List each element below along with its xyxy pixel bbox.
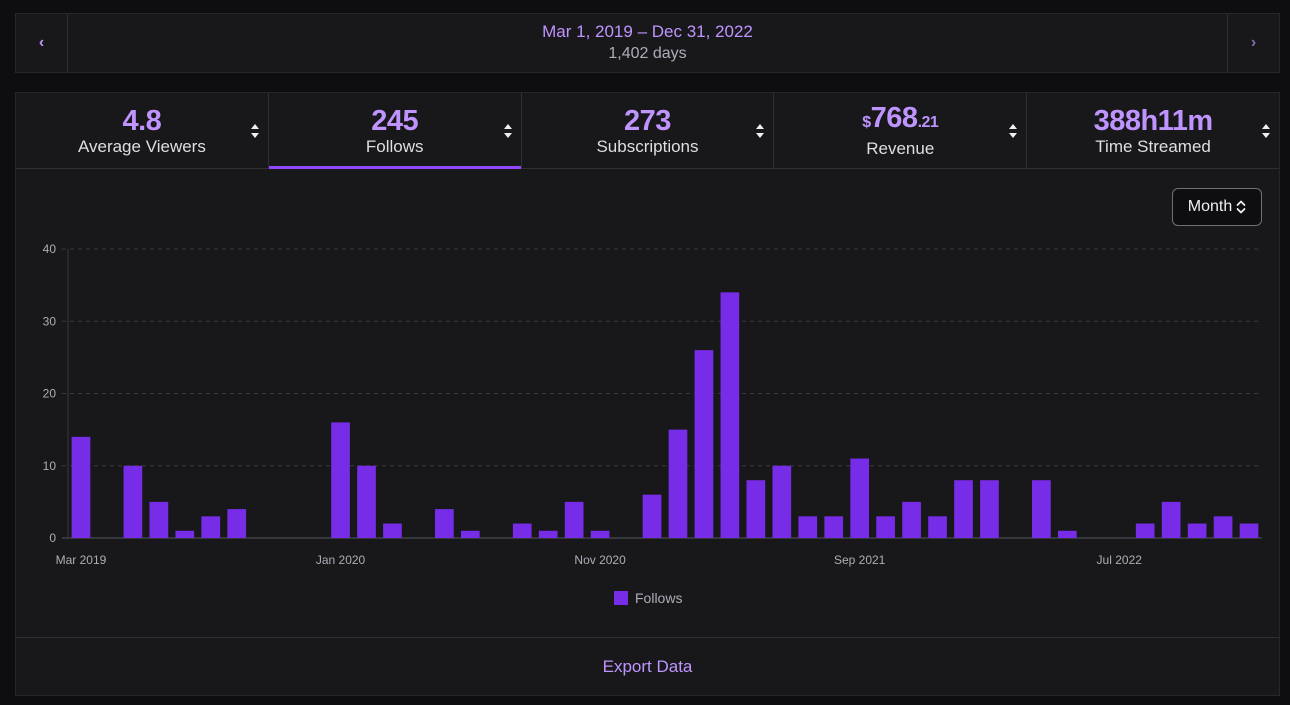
- y-tick-label: 40: [43, 242, 57, 256]
- bar: [538, 530, 558, 538]
- bar: [227, 509, 247, 538]
- metric-value: 245: [371, 104, 419, 137]
- metric-value: 388h11m: [1093, 104, 1214, 137]
- bar: [331, 422, 350, 538]
- currency-symbol: $: [862, 114, 871, 131]
- tab-average-viewers[interactable]: 4.8 Average Viewers: [16, 93, 269, 168]
- bar: [668, 429, 688, 538]
- bar: [902, 501, 921, 538]
- tab-follows[interactable]: 245 Follows: [268, 93, 522, 169]
- previous-range-button[interactable]: ‹: [16, 14, 68, 72]
- bar: [175, 530, 195, 538]
- export-data-button[interactable]: Export Data: [16, 637, 1279, 696]
- period-select-value: Month: [1187, 198, 1233, 215]
- y-tick-label: 20: [43, 387, 57, 401]
- sort-icon: [503, 123, 512, 138]
- bar: [694, 350, 714, 538]
- bar: [357, 465, 376, 538]
- sort-icon: [756, 123, 765, 138]
- legend-swatch: [614, 591, 628, 605]
- period-select[interactable]: Month: [1172, 188, 1262, 226]
- bar: [1032, 480, 1051, 538]
- bar: [71, 436, 91, 538]
- next-range-button[interactable]: ›: [1227, 14, 1279, 72]
- bar: [746, 480, 766, 538]
- sort-icon: [1261, 123, 1270, 138]
- bar: [383, 523, 402, 538]
- bar: [201, 516, 221, 538]
- y-tick-label: 30: [43, 314, 57, 328]
- bar: [1135, 523, 1155, 538]
- revenue-whole: 768: [870, 102, 918, 134]
- bar: [1161, 501, 1181, 538]
- bar: [850, 458, 870, 538]
- tab-revenue[interactable]: $768.21 Revenue: [774, 93, 1028, 168]
- bar: [460, 530, 480, 538]
- metric-value: 4.8: [122, 104, 162, 137]
- bar: [772, 465, 792, 538]
- metric-value: $768.21: [862, 102, 939, 139]
- sort-icon: [1009, 123, 1018, 138]
- metric-label: Revenue: [866, 139, 935, 158]
- x-tick-label: Jul 2022: [1097, 553, 1143, 567]
- bar: [798, 516, 818, 538]
- x-tick-label: Jan 2020: [316, 553, 366, 567]
- y-tick-label: 10: [43, 459, 57, 473]
- sort-icon: [250, 123, 259, 138]
- metric-tabs: 4.8 Average Viewers 245 Follows 273 Subs…: [16, 93, 1279, 169]
- sort-icon: [1236, 200, 1246, 214]
- chevron-left-icon: ‹: [38, 34, 45, 51]
- date-range-bar: ‹ Mar 1, 2019 – Dec 31, 2022 1,402 days …: [15, 13, 1280, 73]
- metric-label: Average Viewers: [77, 136, 206, 156]
- bar: [1213, 516, 1233, 538]
- follows-chart: 0 10 20 30 40 Mar 2019 Jan 2020 Nov 2020 Sep 202…: [43, 242, 1262, 567]
- bar: [720, 292, 740, 538]
- chevron-right-icon: ›: [1250, 34, 1257, 51]
- metric-value: 273: [624, 104, 671, 137]
- bar: [1239, 523, 1259, 538]
- revenue-cents: .21: [917, 114, 939, 131]
- x-tick-label: Nov 2020: [574, 553, 626, 567]
- bar: [980, 480, 999, 538]
- bar: [876, 516, 895, 538]
- chart-legend[interactable]: Follows: [614, 590, 682, 606]
- bar: [1187, 523, 1207, 538]
- bar: [564, 501, 584, 538]
- metric-label: Follows: [365, 136, 424, 156]
- bar: [1057, 530, 1077, 538]
- metric-label: Subscriptions: [596, 136, 699, 156]
- date-range-display: Mar 1, 2019 – Dec 31, 2022 1,402 days: [68, 14, 1227, 72]
- y-tick-label: 0: [49, 531, 56, 545]
- date-range-text: Mar 1, 2019 – Dec 31, 2022: [542, 22, 753, 41]
- bar: [824, 516, 844, 538]
- metric-label: Time Streamed: [1095, 136, 1211, 156]
- legend-label: Follows: [635, 590, 683, 606]
- x-tick-label: Sep 2021: [834, 553, 886, 567]
- bar: [512, 523, 532, 538]
- bar: [123, 465, 143, 538]
- date-range-days: 1,402 days: [608, 45, 687, 62]
- x-tick-label: Mar 2019: [56, 553, 107, 567]
- bar: [435, 509, 454, 538]
- bar: [642, 494, 662, 538]
- stats-panel: 4.8 Average Viewers 245 Follows 273 Subs…: [15, 92, 1280, 696]
- tab-subscriptions[interactable]: 273 Subscriptions: [522, 93, 775, 168]
- bar: [928, 516, 947, 538]
- bar: [590, 530, 610, 538]
- bar: [954, 480, 973, 538]
- tab-time-streamed[interactable]: 388h11m Time Streamed: [1027, 93, 1279, 168]
- bar: [149, 501, 169, 538]
